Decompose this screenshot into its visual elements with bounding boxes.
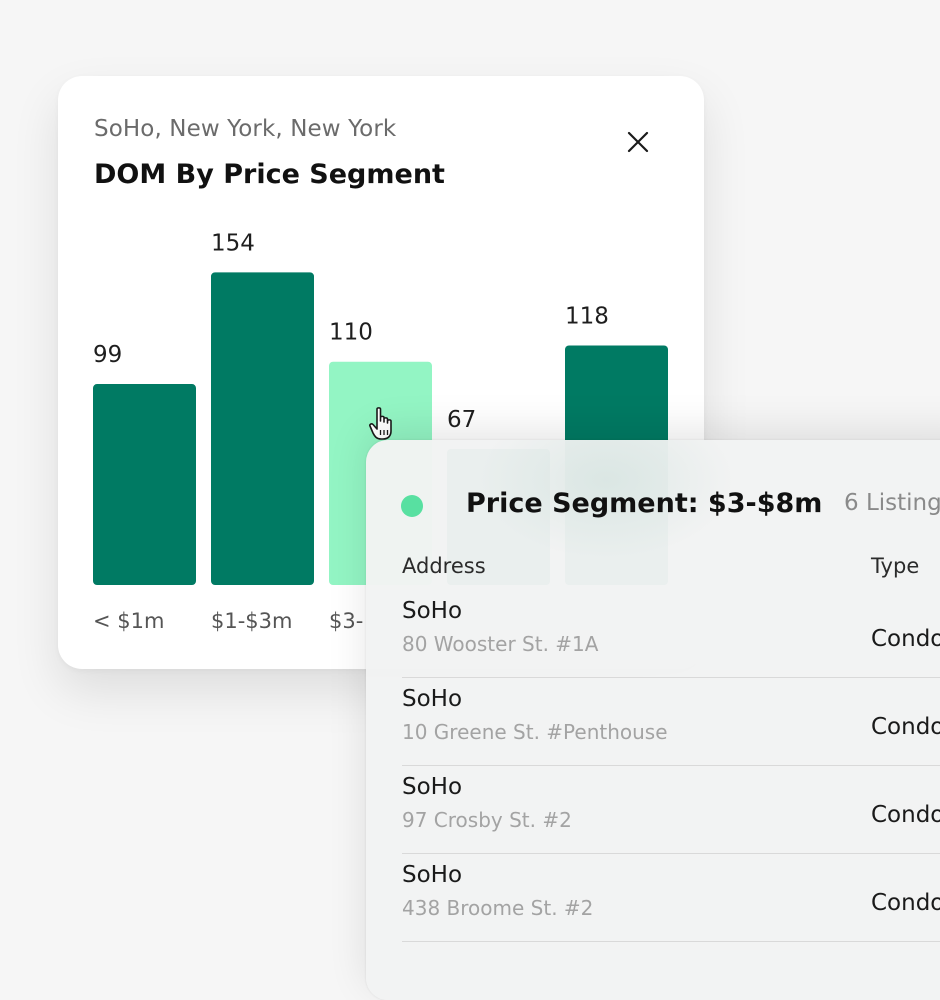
row-area: SoHo xyxy=(402,774,463,800)
table-row[interactable]: SoHo 438 Broome St. #2 Condo xyxy=(402,854,940,942)
x-tick-label: $3- xyxy=(329,609,363,633)
listings-panel: Price Segment: $3-$8m 6 Listing Address … xyxy=(366,440,940,1000)
row-street: 438 Broome St. #2 xyxy=(402,896,594,920)
table-row[interactable]: SoHo 10 Greene St. #Penthouse Condo xyxy=(402,678,940,766)
row-type: Condo xyxy=(871,802,940,828)
table-row[interactable]: SoHo 97 Crosby St. #2 Condo xyxy=(402,766,940,854)
close-icon xyxy=(627,131,649,153)
close-button[interactable] xyxy=(620,124,656,160)
listings-table: SoHo 80 Wooster St. #1A Condo SoHo 10 Gr… xyxy=(366,590,940,942)
row-street: 80 Wooster St. #1A xyxy=(402,632,599,656)
listings-count: 6 Listing xyxy=(844,490,940,516)
segment-dot xyxy=(401,495,423,517)
chart-title: DOM By Price Segment xyxy=(94,159,445,190)
panel-title: Price Segment: $3-$8m xyxy=(466,488,823,519)
column-header-type[interactable]: Type xyxy=(871,554,920,578)
row-type: Condo xyxy=(871,714,940,740)
bar-value-label: 67 xyxy=(447,407,476,433)
row-area: SoHo xyxy=(402,686,463,712)
row-type: Condo xyxy=(871,890,940,916)
bar-value-label: 110 xyxy=(329,320,373,346)
column-header-address[interactable]: Address xyxy=(402,554,486,578)
bar-value-label: 154 xyxy=(211,230,255,256)
bar-0[interactable] xyxy=(93,384,196,585)
location-label: SoHo, New York, New York xyxy=(94,116,397,142)
row-area: SoHo xyxy=(402,598,463,624)
row-street: 97 Crosby St. #2 xyxy=(402,808,572,832)
bar-value-label: 99 xyxy=(93,342,122,368)
hand-pointer-icon xyxy=(368,406,400,442)
table-row[interactable]: SoHo 80 Wooster St. #1A Condo xyxy=(402,590,940,678)
panel-glow xyxy=(476,440,736,560)
row-area: SoHo xyxy=(402,862,463,888)
x-tick-label: $1-$3m xyxy=(211,609,292,633)
bar-value-label: 118 xyxy=(565,303,609,329)
row-street: 10 Greene St. #Penthouse xyxy=(402,720,668,744)
bar-1[interactable] xyxy=(211,272,314,585)
row-type: Condo xyxy=(871,626,940,652)
x-tick-label: < $1m xyxy=(93,609,164,633)
